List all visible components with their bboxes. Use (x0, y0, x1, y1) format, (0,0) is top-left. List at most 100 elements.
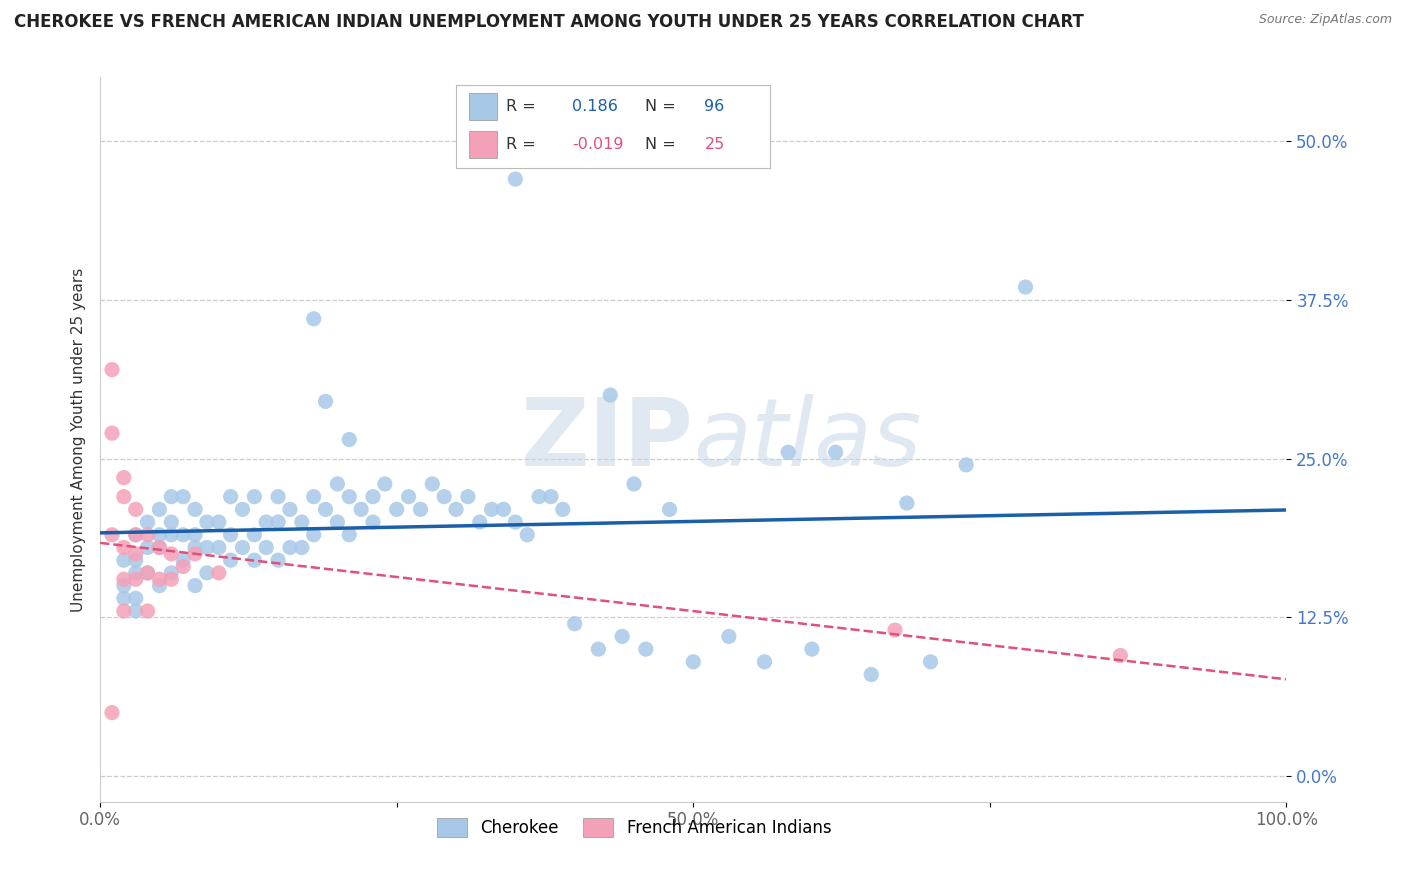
Point (219, 528, 242, 542)
Point (1109, 648, 1132, 663)
Point (125, 591, 148, 606)
Point (385, 502, 408, 516)
Point (457, 490, 479, 504)
Point (160, 572, 183, 586)
Point (160, 490, 183, 504)
Point (350, 502, 373, 516)
Point (361, 490, 384, 504)
Point (148, 528, 170, 542)
Point (527, 490, 550, 504)
Point (136, 604, 159, 618)
Point (243, 553, 266, 567)
Point (148, 541, 170, 555)
Point (658, 502, 681, 516)
Point (112, 604, 135, 618)
Point (860, 667, 883, 681)
Point (231, 541, 253, 555)
Point (444, 502, 467, 516)
Point (267, 553, 290, 567)
Point (172, 528, 194, 542)
Point (112, 470, 135, 484)
Point (208, 541, 231, 555)
Point (505, 515, 527, 529)
Point (195, 515, 218, 529)
Point (551, 502, 574, 516)
Point (315, 502, 337, 516)
Point (195, 541, 218, 555)
Point (208, 515, 231, 529)
Point (468, 515, 491, 529)
Point (267, 490, 290, 504)
Point (125, 547, 148, 561)
Point (125, 553, 148, 567)
Point (219, 490, 242, 504)
Point (172, 559, 194, 574)
Point (112, 591, 135, 606)
Point (101, 528, 124, 542)
Point (717, 629, 740, 643)
Point (302, 490, 325, 504)
Point (112, 541, 135, 555)
Point (219, 553, 242, 567)
Point (291, 541, 314, 555)
Point (337, 528, 360, 542)
Point (409, 502, 432, 516)
Point (160, 515, 183, 529)
Point (101, 362, 124, 376)
Point (125, 604, 148, 618)
Point (374, 477, 396, 491)
Point (184, 547, 207, 561)
Point (243, 490, 266, 504)
Text: atlas: atlas (693, 394, 921, 485)
Point (291, 515, 314, 529)
Point (125, 566, 148, 580)
Point (920, 655, 942, 669)
Point (682, 655, 704, 669)
Legend: Cherokee, French American Indians: Cherokee, French American Indians (430, 812, 838, 844)
Point (195, 566, 218, 580)
Point (101, 426, 124, 441)
Point (254, 515, 277, 529)
Point (420, 477, 443, 491)
Point (112, 553, 135, 567)
Point (243, 528, 266, 542)
Point (112, 572, 135, 586)
Point (172, 490, 194, 504)
Point (516, 528, 538, 542)
Point (505, 172, 527, 186)
Point (884, 623, 907, 637)
Point (337, 490, 360, 504)
Point (136, 515, 159, 529)
Point (136, 566, 159, 580)
Point (136, 528, 159, 542)
Point (267, 515, 290, 529)
Point (160, 547, 183, 561)
Point (326, 515, 349, 529)
Point (302, 311, 325, 326)
Point (254, 541, 277, 555)
Point (184, 528, 207, 542)
Point (1014, 280, 1036, 294)
Point (337, 433, 360, 447)
Point (610, 629, 633, 643)
Point (588, 642, 610, 657)
Point (800, 642, 823, 657)
Point (160, 528, 183, 542)
Point (148, 572, 170, 586)
Point (634, 642, 657, 657)
Point (896, 496, 918, 510)
Point (278, 541, 301, 555)
Point (208, 566, 231, 580)
Point (148, 579, 170, 593)
Point (184, 541, 207, 555)
Point (112, 579, 135, 593)
Point (125, 502, 148, 516)
Text: CHEROKEE VS FRENCH AMERICAN INDIAN UNEMPLOYMENT AMONG YOUTH UNDER 25 YEARS CORRE: CHEROKEE VS FRENCH AMERICAN INDIAN UNEMP… (14, 13, 1084, 31)
Point (778, 445, 800, 459)
Text: Source: ZipAtlas.com: Source: ZipAtlas.com (1258, 13, 1392, 27)
Point (125, 572, 148, 586)
Point (136, 566, 159, 580)
Y-axis label: Unemployment Among Youth under 25 years: Unemployment Among Youth under 25 years (72, 268, 86, 612)
Text: ZIP: ZIP (520, 393, 693, 485)
Point (361, 515, 384, 529)
